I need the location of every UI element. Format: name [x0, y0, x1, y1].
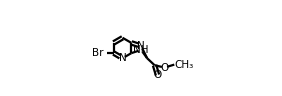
Text: Br: Br [92, 48, 103, 58]
Text: CH₃: CH₃ [174, 60, 193, 70]
Text: O: O [160, 63, 169, 73]
Text: NH: NH [133, 45, 149, 55]
Text: N: N [137, 41, 145, 51]
Text: N: N [119, 53, 126, 63]
Text: O: O [153, 70, 162, 80]
